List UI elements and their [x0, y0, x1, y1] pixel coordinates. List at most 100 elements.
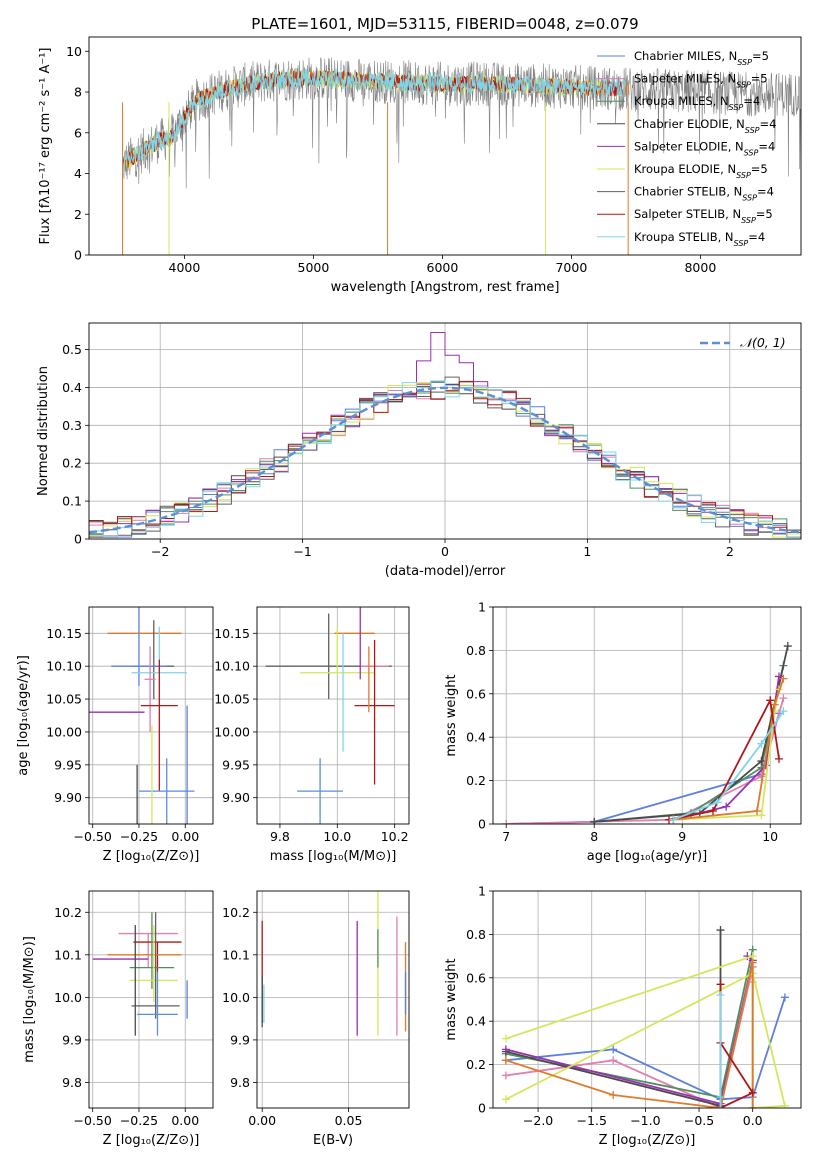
- legend-entry: Kroupa ELODIE, NSSP=5: [634, 162, 768, 180]
- plot-area: [261, 891, 407, 1036]
- y-tick-label: 10.10: [46, 659, 82, 674]
- weight-series: [665, 696, 783, 824]
- ticks: 9.8 10.0 10.2 9.90 9.95 10.00 10.05 10.10 10.15: [214, 626, 408, 844]
- series-marker: [748, 1088, 757, 1097]
- axes-frame: [88, 606, 214, 825]
- y-tick-label: 10.00: [214, 724, 250, 739]
- y-axis-label: Normed distribution: [36, 366, 51, 496]
- x-tick-label: 0: [441, 544, 449, 559]
- ticks: 7 8 9 10 0 0.2 0.4 0.6 0.8 1: [466, 600, 778, 845]
- axes-frame: [492, 890, 802, 1109]
- x-tick-label: −0.5: [684, 1113, 714, 1128]
- y-tick-label: 10.0: [54, 990, 82, 1005]
- x-axis-label: Z [log₁₀(Z/Z⊙)]: [103, 849, 200, 864]
- spectrum-legend: Chabrier MILES, NSSP=5 Salpeter MILES, NS…: [597, 49, 776, 247]
- x-axis-label: Z [log₁₀(Z/Z⊙)]: [599, 1133, 696, 1148]
- series-marker: [775, 672, 783, 681]
- y-tick-label: 0.2: [466, 1057, 486, 1072]
- x-tick-label: 6000: [427, 260, 459, 275]
- y-tick-label: 10.00: [46, 724, 82, 739]
- plot-area: [265, 607, 395, 824]
- x-axis-label: wavelength [Angstrom, rest frame]: [331, 280, 560, 295]
- weight-series: [669, 707, 788, 824]
- x-tick-label: −0.50: [74, 1113, 112, 1128]
- y-tick-label: 9.95: [54, 757, 82, 772]
- errorbar-point: [111, 607, 167, 686]
- series-marker: [757, 811, 766, 820]
- series-line: [673, 678, 785, 821]
- x-tick-label: 10.2: [381, 829, 409, 844]
- series-marker: [501, 1071, 510, 1080]
- series-marker: [775, 754, 783, 763]
- series-marker: [590, 817, 599, 824]
- y-tick-label: 10.05: [214, 692, 250, 707]
- normal-curve: [89, 386, 801, 534]
- series-marker: [669, 815, 678, 824]
- y-tick-label: 0.2: [466, 773, 486, 788]
- y-tick-label: 10: [66, 44, 82, 59]
- series-line: [505, 962, 754, 1108]
- series-marker: [716, 980, 725, 989]
- y-tick-label: 10.15: [46, 626, 82, 641]
- series-marker: [780, 1101, 789, 1108]
- x-axis-label: mass [log₁₀(M/M⊙)]: [270, 849, 397, 864]
- histogram-steps: [89, 380, 801, 538]
- y-axis-label: Flux [fλ10⁻¹⁷ erg cm⁻² s⁻¹ A⁻¹]: [38, 48, 53, 245]
- y-tick-label: 0: [74, 532, 82, 547]
- axes-frame: [256, 606, 410, 825]
- mass-weight-vs-metallicity-panel: −2.0 −1.5 −1.0 −0.5 0.0 0 0.2 0.4 0.6 0.8 1 Z [log₁…: [444, 884, 802, 1148]
- y-tick-label: 4: [74, 166, 82, 181]
- legend-entry: Salpeter STELIB, NSSP=5: [634, 207, 773, 225]
- series-marker: [779, 707, 788, 716]
- y-tick-label: 0: [478, 817, 486, 832]
- spectrum-line: [122, 69, 630, 171]
- y-tick-label: 0.5: [62, 342, 82, 357]
- x-tick-label: 0.00: [248, 1113, 276, 1128]
- spectrum-line: [122, 68, 626, 175]
- mass-vs-metallicity-panel: −0.50 −0.25 0.00 9.8 9.9 10.0 10.1 10.2 Z [log₁₀…: [22, 890, 214, 1148]
- errorbar-point: [118, 932, 178, 968]
- series-marker: [501, 1056, 510, 1065]
- series-marker: [501, 1045, 510, 1054]
- plot-area: [122, 57, 801, 255]
- plot-area: [502, 642, 792, 824]
- y-axis-label: mass weight: [444, 674, 459, 756]
- y-tick-label: 0.4: [62, 380, 82, 395]
- x-axis-label: Z [log₁₀(Z/Z⊙)]: [103, 1133, 200, 1148]
- histogram-steps: [89, 376, 801, 538]
- x-tick-label: 4000: [169, 260, 201, 275]
- y-tick-label: 0.6: [466, 686, 486, 701]
- figure-title: PLATE=1601, MJD=53115, FIBERID=0048, z=0…: [251, 15, 638, 33]
- ticks: 0.00 0.05 9.8 9.9 10.0 10.1 10.2: [222, 905, 362, 1128]
- x-tick-label: −0.50: [74, 829, 112, 844]
- series-marker: [716, 926, 725, 935]
- y-tick-label: 10.0: [222, 990, 250, 1005]
- ticks: 4000 5000 6000 7000 8000 0 2 4 6 8 10: [66, 44, 716, 275]
- y-tick-label: 10.1: [54, 947, 82, 962]
- y-axis-label: mass [log₁₀(M/M⊙)]: [22, 936, 37, 1063]
- legend-entry: Kroupa STELIB, NSSP=4: [634, 230, 765, 248]
- errorbar-point: [129, 925, 178, 1002]
- x-tick-label: 9: [678, 829, 686, 844]
- y-tick-label: 0.3: [62, 418, 82, 433]
- x-tick-label: −1.5: [577, 1113, 607, 1128]
- y-tick-label: 10.15: [214, 626, 250, 641]
- y-tick-label: 0.6: [466, 970, 486, 985]
- y-tick-label: 10.10: [214, 659, 250, 674]
- series-marker: [609, 1090, 618, 1099]
- y-tick-label: 6: [74, 125, 82, 140]
- y-tick-label: 2: [74, 207, 82, 222]
- y-axis-label: age [log₁₀(age/yr)]: [16, 655, 31, 776]
- y-tick-label: 8: [74, 85, 82, 100]
- errorbar-point: [137, 971, 178, 1036]
- series-marker: [748, 958, 757, 967]
- x-tick-label: 0.00: [171, 829, 199, 844]
- x-tick-label: 7000: [555, 260, 587, 275]
- errorbar-point: [133, 941, 182, 972]
- x-tick-label: 5000: [298, 260, 330, 275]
- x-axis-label: E(B-V): [313, 1133, 353, 1148]
- y-tick-label: 9.8: [230, 1075, 250, 1090]
- series-marker: [748, 1104, 757, 1108]
- errorbar-point: [138, 758, 195, 824]
- errorbar-point: [300, 626, 375, 674]
